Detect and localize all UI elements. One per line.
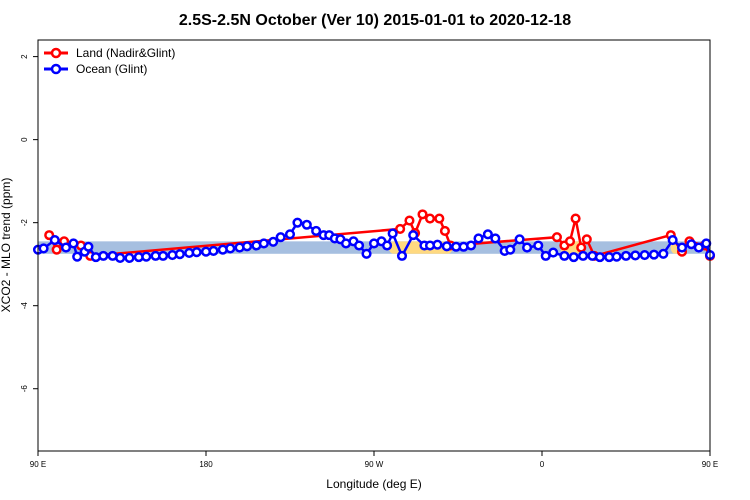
data-point-ocean (648, 249, 660, 260)
data-point-ocean (191, 247, 202, 258)
y-axis: 2 0 -2 -4 -6 (20, 54, 38, 392)
data-point-ocean (505, 244, 516, 255)
x-tick-label: 90 E (702, 460, 718, 469)
data-point-ocean (408, 230, 419, 241)
data-point-ocean (60, 242, 72, 253)
y-tick-label: 2 (20, 54, 29, 59)
data-point-ocean (387, 228, 398, 239)
x-axis-label: Longitude (deg E) (326, 477, 421, 491)
data-point-ocean (473, 233, 484, 244)
data-point-ocean (630, 250, 641, 261)
y-axis-label: XCO2 - MLO trend (ppm) (0, 178, 13, 313)
data-point-ocean (594, 252, 605, 263)
data-point-ocean (693, 242, 704, 253)
data-point-ocean (268, 236, 279, 247)
data-point-ocean (115, 252, 126, 264)
data-point-ocean (258, 238, 269, 249)
data-point-ocean (284, 229, 296, 240)
data-point-ocean (311, 225, 322, 237)
data-point-ocean (432, 239, 443, 250)
data-point-ocean (158, 250, 169, 261)
data-point-ocean (611, 251, 622, 262)
data-point-land (417, 209, 428, 220)
y-tick-label: -2 (20, 219, 29, 227)
data-point-ocean (242, 241, 253, 252)
y-tick-label: 0 (20, 137, 29, 142)
series-ocean (32, 217, 716, 264)
data-point-ocean (578, 250, 589, 261)
data-point-ocean (396, 250, 408, 261)
data-point-ocean (667, 235, 678, 246)
data-point-ocean (482, 229, 493, 240)
data-point-land (581, 234, 592, 245)
data-point-ocean (676, 242, 688, 253)
x-axis: 90 E 180 90 W 0 90 E (30, 451, 718, 469)
legend-land-marker (50, 47, 62, 59)
x-tick-label: 90 W (365, 460, 384, 469)
x-tick-label: 90 E (30, 460, 46, 469)
data-point-land (570, 213, 581, 224)
data-point-ocean (514, 234, 525, 245)
data-point-ocean (275, 232, 286, 243)
data-point-ocean (466, 240, 477, 251)
data-point-land (395, 223, 406, 234)
legend-land-label: Land (Nadir&Glint) (76, 46, 175, 60)
legend-ocean-label: Ocean (Glint) (76, 62, 147, 76)
data-point-land (404, 215, 415, 226)
data-point-ocean (225, 243, 236, 254)
data-point-ocean (124, 252, 135, 264)
data-point-ocean (174, 249, 185, 260)
data-point-land (51, 244, 62, 255)
data-point-land (564, 236, 576, 247)
data-point-ocean (382, 240, 393, 251)
data-point-ocean (568, 252, 579, 263)
data-point-ocean (522, 242, 533, 253)
x-tick-label: 0 (540, 460, 545, 469)
data-point-land (551, 232, 562, 243)
y-tick-label: -4 (20, 302, 29, 310)
data-point-ocean (83, 241, 94, 252)
y-tick-label: -6 (20, 385, 29, 393)
data-point-ocean (38, 243, 49, 254)
legend: Land (Nadir&Glint) Ocean (Glint) (44, 46, 175, 76)
data-point-ocean (68, 238, 79, 249)
data-point-land (424, 213, 436, 224)
data-point-ocean (208, 245, 219, 256)
data-point-ocean (701, 238, 712, 249)
legend-ocean-marker (50, 63, 62, 75)
data-point-ocean (361, 248, 372, 259)
data-point-ocean (72, 251, 83, 262)
data-point-ocean (620, 250, 632, 261)
data-point-land (576, 242, 587, 253)
data-point-ocean (548, 247, 559, 258)
data-point-ocean (98, 250, 109, 261)
data-point-land (434, 213, 445, 224)
data-point-ocean (301, 219, 312, 230)
data-point-ocean (559, 250, 570, 261)
data-point-ocean (141, 251, 152, 262)
data-point-ocean (533, 240, 544, 251)
data-point-ocean (639, 249, 650, 261)
x-tick-label: 180 (199, 460, 213, 469)
data-point-land (439, 225, 450, 237)
data-point-ocean (49, 235, 60, 246)
data-point-ocean (658, 248, 669, 259)
data-point-ocean (292, 217, 303, 228)
data-point-ocean (490, 233, 501, 244)
chart-title: 2.5S-2.5N October (Ver 10) 2015-01-01 to… (179, 12, 571, 29)
series-layer (32, 209, 716, 264)
data-point-ocean (441, 241, 452, 252)
data-point-ocean (354, 240, 365, 251)
